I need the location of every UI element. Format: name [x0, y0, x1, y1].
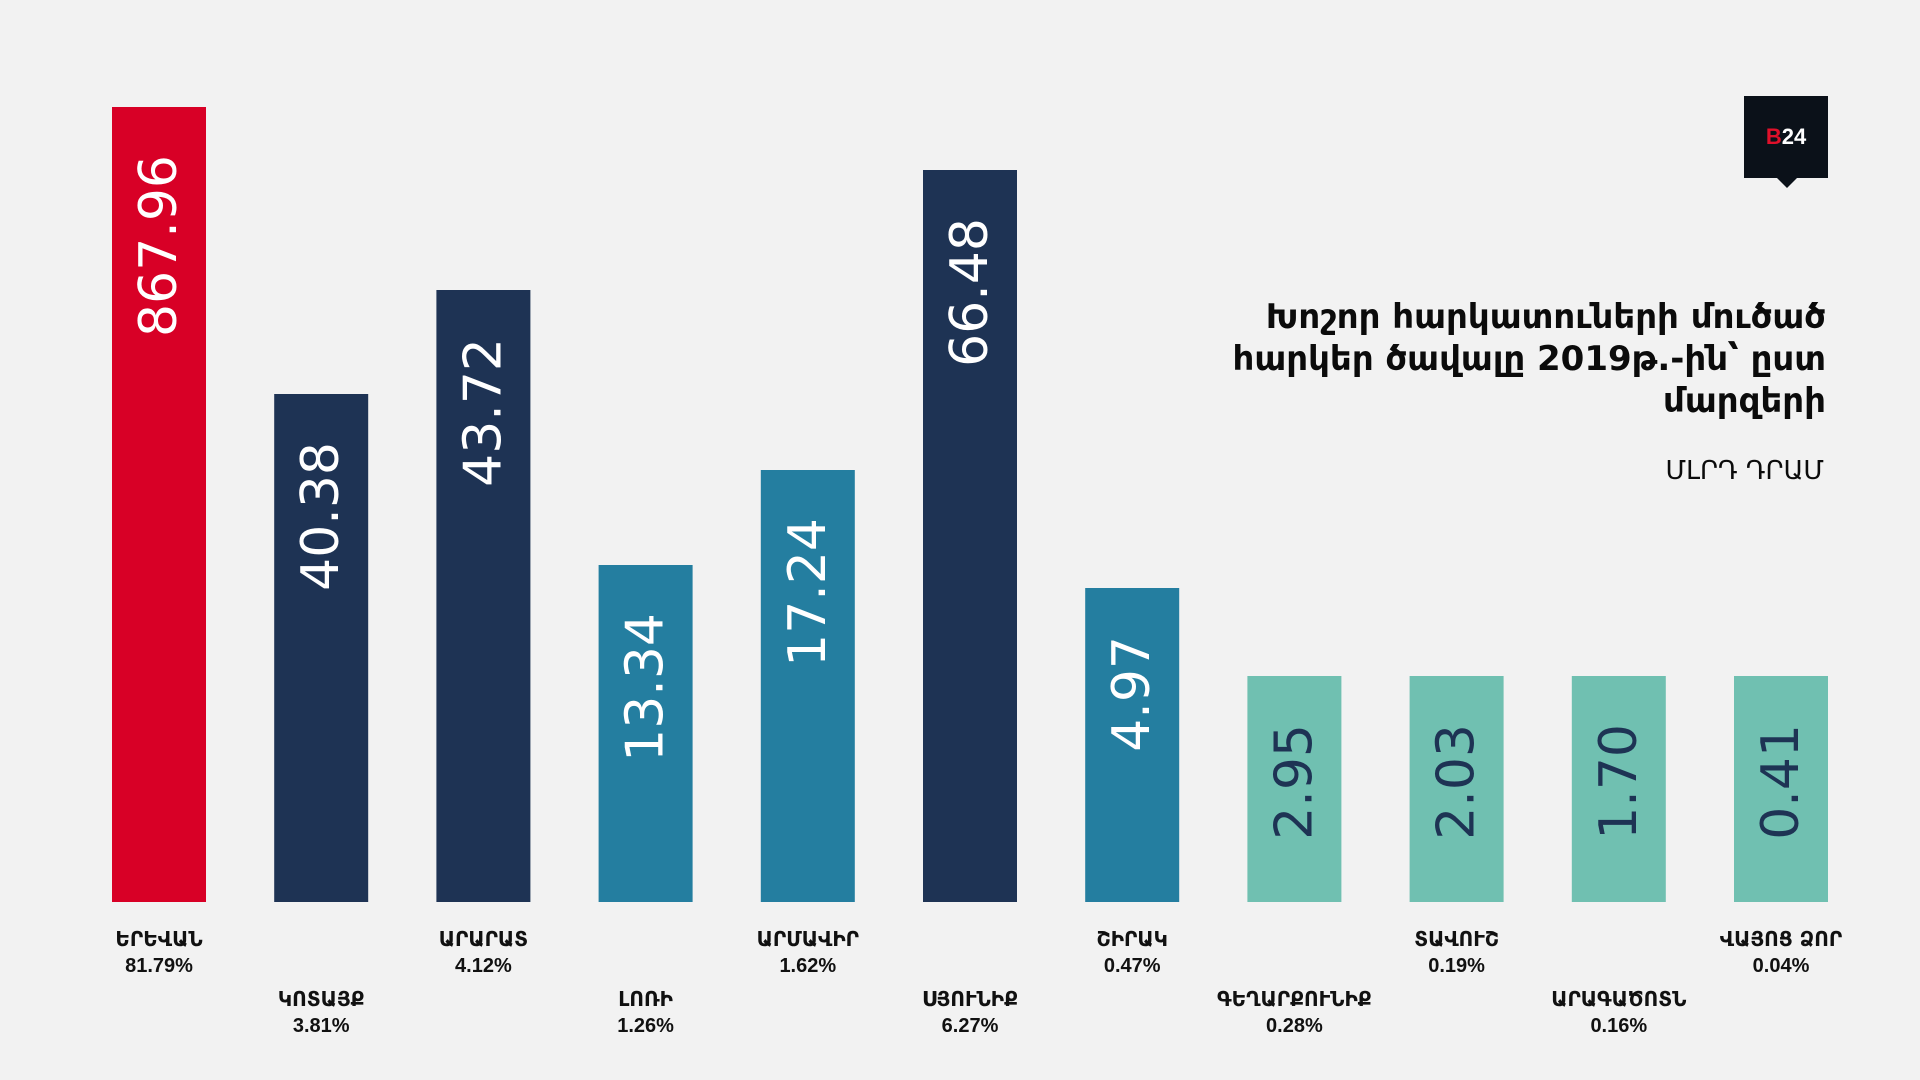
bar-value-label: 1.70 — [1589, 724, 1649, 840]
bar-11 — [1734, 676, 1828, 902]
category-label: ԳԵՂԱՐՔՈՒՆԻՔ — [1217, 987, 1372, 1011]
percentage-label: 1.26% — [617, 1015, 674, 1037]
percentage-label: 1.62% — [779, 955, 836, 977]
bar-1 — [112, 107, 206, 902]
percentage-label: 0.04% — [1753, 955, 1810, 977]
category-label: ԿՈՏԱՅՔ — [278, 987, 365, 1011]
bar-value-label: 2.03 — [1427, 724, 1487, 840]
bar-7 — [1085, 588, 1180, 902]
bar-value-label: 867.96 — [129, 155, 189, 337]
b24-logo: B 24 — [1744, 96, 1828, 188]
bar-value-label: 43.72 — [453, 338, 513, 487]
logo-letter: B — [1765, 124, 1782, 149]
percentage-label: 4.12% — [455, 955, 512, 977]
bar-10 — [1571, 676, 1666, 902]
category-label: ԱՐՄԱՎԻՐ — [757, 927, 859, 951]
bar-4 — [598, 565, 693, 902]
bar-value-label: 0.41 — [1751, 724, 1811, 840]
category-label: ԵՐԵՎԱՆ — [115, 927, 202, 951]
bar-value-label: 4.97 — [1102, 636, 1162, 752]
category-label: ԱՐԱԳԱԾՈՏՆ — [1551, 987, 1686, 1011]
percentage-label: 0.19% — [1428, 955, 1485, 977]
category-label: ՏԱՎՈՒՇ — [1414, 927, 1499, 951]
chart-unit: ՄԼՐԴ ԴՐԱՄ — [1665, 456, 1824, 486]
bar-value-label: 17.24 — [778, 518, 838, 667]
bar-2 — [274, 394, 369, 902]
bar-9 — [1409, 676, 1504, 902]
bar-value-label: 13.34 — [616, 613, 676, 762]
percentage-label: 0.16% — [1590, 1015, 1647, 1037]
category-label: ՎԱՅՈՑ ՁՈՐ — [1720, 927, 1842, 951]
category-label: ԼՈՌԻ — [618, 987, 673, 1011]
percentage-label: 0.47% — [1104, 955, 1161, 977]
bar-8 — [1247, 676, 1342, 902]
percentage-label: 0.28% — [1266, 1015, 1323, 1037]
category-label: ՍՅՈՒՆԻՔ — [922, 987, 1018, 1011]
chart-title: Խոշոր հարկատուների մուծած հարկեր ծավալը … — [1232, 297, 1826, 421]
percentage-label: 3.81% — [293, 1015, 350, 1037]
bar-5 — [760, 470, 855, 902]
bar-value-label: 2.95 — [1264, 724, 1324, 840]
bar-value-label: 66.48 — [940, 218, 1000, 367]
bar-value-label: 40.38 — [291, 442, 351, 591]
category-label: ԱՐԱՐԱՏ — [439, 927, 528, 951]
category-label: ՇԻՐԱԿ — [1097, 927, 1168, 951]
logo-number: 24 — [1781, 124, 1807, 149]
bar-3 — [436, 290, 531, 902]
percentage-label: 81.79% — [125, 955, 193, 977]
percentage-label: 6.27% — [942, 1015, 999, 1037]
bar-6 — [923, 170, 1017, 902]
